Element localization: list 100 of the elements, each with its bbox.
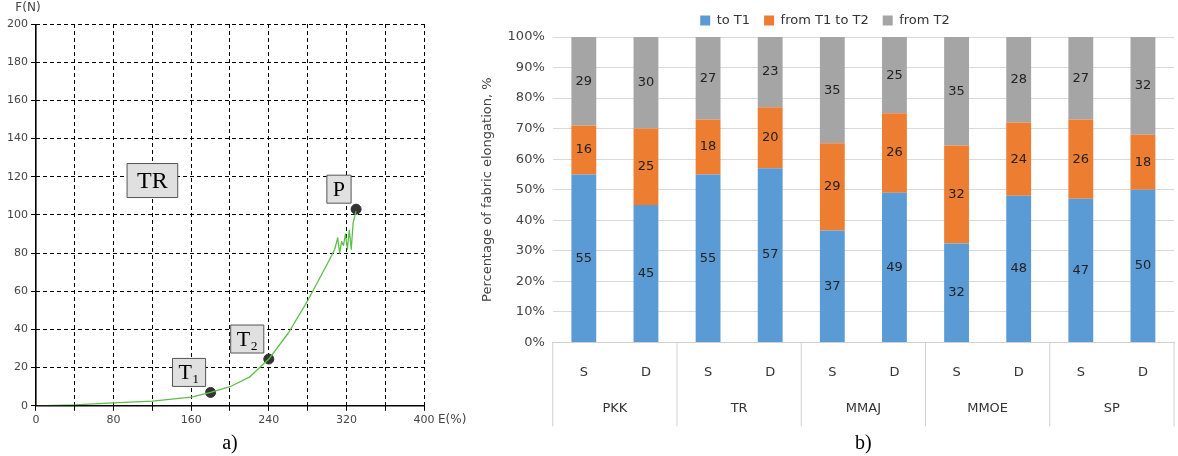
- y-tick-label: 20%: [515, 272, 545, 288]
- x-tick-label: S: [579, 363, 588, 379]
- data-label: 30: [637, 74, 655, 90]
- data-label: 16: [575, 141, 593, 157]
- bar: [695, 119, 721, 175]
- data-label: 20: [761, 129, 779, 145]
- y-tick-label: 0%: [524, 333, 545, 349]
- bar: [695, 37, 721, 120]
- data-label: 48: [1010, 260, 1027, 276]
- y-tick-label: 180: [7, 55, 28, 69]
- y-tick-label: 20: [14, 360, 28, 374]
- x-tick-label: S: [828, 363, 837, 379]
- legend-label: to T1: [716, 11, 751, 27]
- annotation: T₂: [236, 325, 258, 351]
- bar: [1130, 189, 1156, 342]
- bar: [757, 37, 783, 108]
- x-tick-label: D: [889, 363, 900, 379]
- bar: [1006, 195, 1032, 342]
- text: PKK: [602, 399, 628, 415]
- data-label: 26: [886, 144, 903, 160]
- data-label: 57: [761, 246, 779, 262]
- y-tick-label: 60%: [515, 150, 545, 166]
- data-label: 32: [948, 185, 965, 201]
- bar: [633, 37, 659, 129]
- y-tick-label: 100%: [507, 28, 545, 44]
- bar: [633, 128, 659, 205]
- data-label: 25: [637, 158, 655, 174]
- data-label: 55: [699, 249, 717, 265]
- bar: [882, 37, 907, 114]
- y-tick-label: 80%: [515, 89, 545, 105]
- bar: [1130, 134, 1156, 190]
- bar: [944, 243, 969, 342]
- data-label: 55: [575, 249, 593, 265]
- y-axis-title: F(N): [15, 0, 41, 15]
- bar: [944, 145, 969, 244]
- data-label: 24: [1010, 150, 1027, 166]
- data-label: 18: [699, 138, 717, 154]
- legend-label: from T2: [899, 11, 950, 27]
- text: TR: [137, 166, 168, 193]
- x-tick-label: 160: [180, 413, 202, 427]
- bar: [819, 230, 845, 342]
- text: b): [855, 431, 872, 455]
- data-label: 27: [1072, 69, 1090, 85]
- bar: [882, 192, 907, 342]
- data-label: 35: [948, 82, 965, 98]
- y-tick-label: 140: [7, 131, 28, 145]
- x-tick-label: 240: [258, 413, 280, 427]
- bar: [571, 174, 597, 342]
- data-label: 25: [886, 66, 903, 82]
- y-tick-label: 80: [14, 245, 28, 259]
- data-label: 32: [948, 284, 965, 300]
- bar: [633, 204, 659, 342]
- data-label: 29: [575, 72, 593, 88]
- y-tick-label: 40%: [515, 211, 545, 227]
- y-axis-title: Percentage of fabric elongation, %: [479, 77, 495, 302]
- bar: [1068, 119, 1094, 199]
- bar: [882, 113, 907, 193]
- y-tick-label: 50%: [515, 181, 545, 197]
- x-tick-label: S: [1076, 363, 1085, 379]
- x-tick-label: 400: [413, 413, 435, 427]
- text: MMOE: [967, 399, 1009, 415]
- bar: [1006, 122, 1032, 196]
- bar: [571, 125, 597, 175]
- text: TR: [729, 399, 748, 415]
- y-tick-label: 0: [21, 398, 28, 412]
- x-tick-label: D: [765, 363, 776, 379]
- y-tick-label: 10%: [515, 303, 545, 319]
- data-label: 28: [1010, 71, 1027, 87]
- data-label: 37: [824, 277, 841, 293]
- x-tick-label: 320: [335, 413, 357, 427]
- data-label: 50: [1134, 257, 1152, 273]
- x-tick-label: S: [952, 363, 961, 379]
- bar: [944, 37, 969, 146]
- bar: [695, 174, 721, 342]
- data-label: 27: [699, 69, 717, 85]
- x-tick-label: D: [1137, 363, 1148, 379]
- text: SP: [1103, 399, 1121, 415]
- data-label: 26: [1072, 150, 1090, 166]
- data-label: 45: [637, 264, 655, 280]
- data-label: 23: [761, 63, 779, 79]
- bar: [1068, 198, 1094, 342]
- x-tick-label: 80: [106, 413, 121, 427]
- x-tick-label: S: [703, 363, 713, 379]
- text: MMAJ: [845, 399, 881, 415]
- x-tick-label: 0: [32, 413, 40, 427]
- x-tick-label: D: [640, 363, 651, 379]
- y-tick-label: 40: [14, 322, 28, 336]
- y-tick-label: 200: [7, 16, 28, 30]
- data-label: 35: [824, 81, 841, 97]
- data-label: 47: [1072, 261, 1090, 277]
- bar: [1068, 37, 1094, 120]
- bar: [1006, 37, 1032, 123]
- bar: [819, 143, 845, 231]
- legend-label: from T1 to T2: [780, 11, 869, 27]
- bar: [819, 37, 845, 144]
- y-tick-label: 60: [14, 284, 28, 298]
- data-label: 29: [824, 178, 841, 194]
- data-label: 32: [1134, 77, 1152, 93]
- bar: [757, 107, 783, 169]
- y-tick-label: 120: [7, 169, 28, 183]
